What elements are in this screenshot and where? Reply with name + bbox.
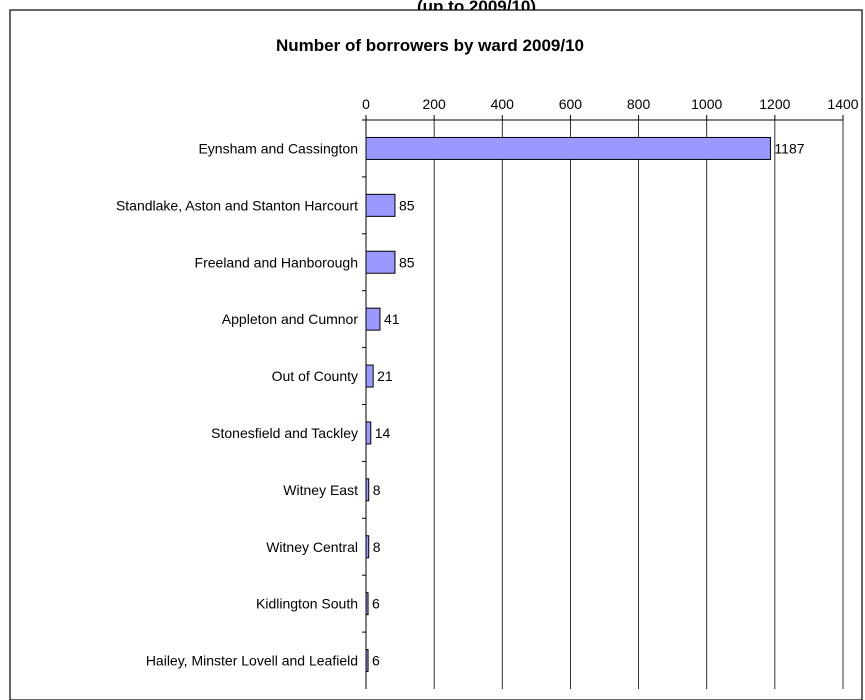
bar-3	[365, 250, 396, 274]
data-label-6: 14	[375, 425, 391, 441]
data-label-3: 85	[399, 254, 415, 270]
data-label-4: 41	[384, 311, 400, 327]
chart-frame	[9, 9, 863, 700]
x-tick-label-0: 0	[362, 96, 370, 112]
data-label-8: 8	[373, 539, 381, 555]
data-label-7: 8	[373, 482, 381, 498]
chart-title: Number of borrowers by ward 2009/10	[276, 36, 584, 55]
data-label-5: 21	[377, 368, 393, 384]
category-label-4: Appleton and Cumnor	[222, 311, 359, 327]
category-label-3: Freeland and Hanborough	[195, 254, 358, 270]
category-label-7: Witney East	[283, 482, 358, 498]
category-label-1: Eynsham and Cassington	[198, 140, 358, 156]
category-label-9: Kidlington South	[256, 596, 358, 612]
category-labels: Eynsham and Cassington Standlake, Aston a…	[116, 140, 358, 668]
data-label-1: 1187	[774, 140, 804, 156]
category-label-8: Witney Central	[266, 539, 358, 555]
x-tick-label-600: 600	[559, 96, 583, 112]
x-tick-label-1400: 1400	[827, 96, 858, 112]
x-tick-label-1000: 1000	[691, 96, 722, 112]
bars	[365, 136, 771, 673]
bar-4	[365, 307, 381, 331]
category-label-2: Standlake, Aston and Stanton Harcourt	[116, 197, 358, 213]
gridlines	[433, 120, 844, 689]
x-tick-label-400: 400	[491, 96, 515, 112]
x-tick-label-800: 800	[627, 96, 651, 112]
x-tick-label-200: 200	[422, 96, 446, 112]
bar-2	[365, 193, 396, 217]
data-label-10: 6	[372, 653, 380, 669]
bar-6	[365, 421, 372, 445]
category-label-5: Out of County	[272, 368, 358, 384]
category-label-10: Hailey, Minster Lovell and Leafield	[146, 653, 358, 669]
x-axis-tick-labels: 0 200 400 600 800 1000 1200 1400	[362, 96, 859, 112]
data-labels: 1187 85 85 41 21 14 8 8 6 6	[372, 140, 805, 668]
data-label-9: 6	[372, 596, 380, 612]
axes	[362, 115, 844, 689]
x-tick-label-1200: 1200	[759, 96, 790, 112]
category-label-6: Stonesfield and Tackley	[211, 425, 358, 441]
bar-1	[365, 136, 771, 160]
data-label-2: 85	[399, 197, 415, 213]
bar-5	[365, 364, 374, 388]
